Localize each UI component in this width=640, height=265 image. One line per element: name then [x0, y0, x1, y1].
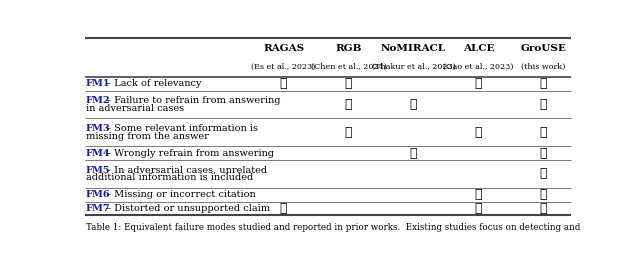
Text: – Failure to refrain from answering: – Failure to refrain from answering — [103, 96, 280, 105]
Text: ALCE: ALCE — [463, 44, 494, 53]
Text: FM6: FM6 — [86, 190, 111, 199]
Text: ✓: ✓ — [345, 98, 353, 111]
Text: (this work): (this work) — [521, 63, 566, 70]
Text: (Thakur et al., 2023): (Thakur et al., 2023) — [372, 63, 456, 70]
Text: FM1: FM1 — [86, 79, 111, 88]
Text: ✓: ✓ — [410, 98, 417, 111]
Text: (Chen et al., 2024): (Chen et al., 2024) — [310, 63, 387, 70]
Text: ✓: ✓ — [410, 147, 417, 160]
Text: – Missing or incorrect citation: – Missing or incorrect citation — [103, 190, 255, 199]
Text: ✓: ✓ — [540, 147, 547, 160]
Text: – Distorted or unsupported claim: – Distorted or unsupported claim — [103, 204, 270, 213]
Text: NoMIRACL: NoMIRACL — [381, 44, 446, 53]
Text: FM3: FM3 — [86, 124, 111, 133]
Text: – Lack of relevancy: – Lack of relevancy — [103, 79, 202, 88]
Text: ✓: ✓ — [345, 77, 353, 90]
Text: ✓: ✓ — [280, 202, 287, 215]
Text: Table 1: Equivalent failure modes studied and reported in prior works.  Existing: Table 1: Equivalent failure modes studie… — [86, 223, 580, 232]
Text: ✓: ✓ — [475, 188, 483, 201]
Text: missing from the answer: missing from the answer — [86, 131, 209, 140]
Text: RAGAS: RAGAS — [263, 44, 304, 53]
Text: (Gao et al., 2023): (Gao et al., 2023) — [444, 63, 514, 70]
Text: ✓: ✓ — [280, 77, 287, 90]
Text: – Wrongly refrain from answering: – Wrongly refrain from answering — [103, 148, 274, 157]
Text: in adversarial cases: in adversarial cases — [86, 104, 184, 113]
Text: FM7: FM7 — [86, 204, 111, 213]
Text: ✓: ✓ — [540, 98, 547, 111]
Text: (Es et al., 2023): (Es et al., 2023) — [252, 63, 316, 70]
Text: ✓: ✓ — [540, 202, 547, 215]
Text: ✓: ✓ — [475, 126, 483, 139]
Text: RGB: RGB — [335, 44, 362, 53]
Text: additional information is included: additional information is included — [86, 173, 253, 182]
Text: ✓: ✓ — [475, 77, 483, 90]
Text: ✓: ✓ — [345, 126, 353, 139]
Text: – Some relevant information is: – Some relevant information is — [103, 124, 258, 133]
Text: ✓: ✓ — [540, 167, 547, 180]
Text: FM4: FM4 — [86, 148, 111, 157]
Text: GroUSE: GroUSE — [520, 44, 566, 53]
Text: ✓: ✓ — [540, 77, 547, 90]
Text: FM5: FM5 — [86, 166, 111, 175]
Text: FM2: FM2 — [86, 96, 111, 105]
Text: – In adversarial cases, unrelated: – In adversarial cases, unrelated — [103, 166, 267, 175]
Text: ✓: ✓ — [475, 202, 483, 215]
Text: ✓: ✓ — [540, 126, 547, 139]
Text: ✓: ✓ — [540, 188, 547, 201]
